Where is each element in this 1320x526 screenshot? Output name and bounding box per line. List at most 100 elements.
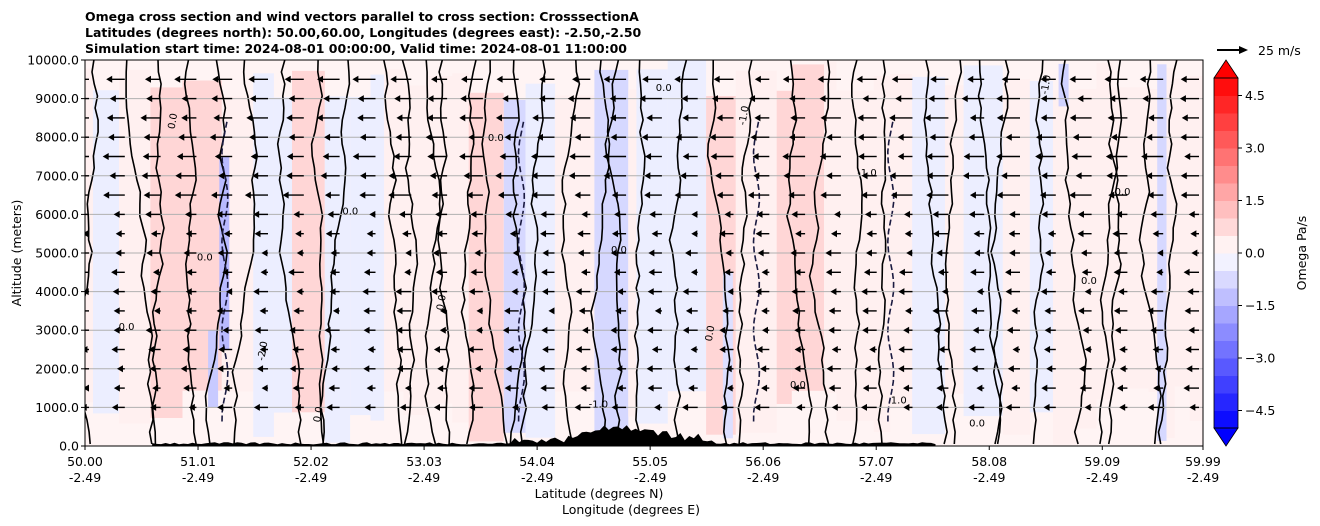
wind-vector-head <box>542 288 549 296</box>
wind-vector <box>1104 75 1128 83</box>
x-axis-ticks: 50.00-2.4951.01-2.4952.02-2.4953.03-2.49… <box>67 446 1221 485</box>
wind-vector <box>602 153 627 160</box>
wind-vector-head <box>257 365 264 373</box>
wind-vector <box>651 230 662 238</box>
wind-vector-head <box>1035 153 1042 160</box>
wind-vector <box>1180 191 1199 199</box>
wind-vector-head <box>1185 346 1192 353</box>
contour-line-17 <box>560 60 581 445</box>
wind-vector-head <box>1044 307 1051 315</box>
wind-vector-head <box>1012 346 1019 353</box>
wind-vector-head <box>1119 365 1126 373</box>
y-tick-label-7: 7000.0 <box>35 168 79 183</box>
wind-vector <box>968 403 985 411</box>
wind-vector <box>395 133 412 141</box>
wind-vector <box>530 153 555 160</box>
wind-vector-head <box>754 403 761 411</box>
wind-vector <box>826 133 841 141</box>
wind-vector-head <box>476 326 483 334</box>
wind-vector-head <box>85 346 88 353</box>
wind-vector-head <box>1105 153 1112 160</box>
wind-vector <box>615 307 627 315</box>
wind-vector <box>936 384 949 392</box>
wind-vector <box>828 326 841 334</box>
wind-vector <box>575 288 591 296</box>
wind-vector-head <box>504 384 511 392</box>
wind-vector <box>761 384 770 392</box>
contour-line-28 <box>923 60 948 445</box>
wind-vector-head <box>904 210 911 218</box>
wind-vector <box>929 133 949 141</box>
wind-vector <box>396 346 412 353</box>
wind-vector-head <box>146 249 153 257</box>
wind-vector <box>889 114 913 122</box>
wind-vector <box>1007 365 1020 373</box>
wind-vector-head <box>858 153 865 160</box>
wind-vector-head <box>1079 384 1086 392</box>
wind-vector-head <box>330 346 337 353</box>
wind-vector-head <box>540 210 547 218</box>
wind-vector <box>1119 403 1128 411</box>
wind-vector-head <box>713 75 720 83</box>
wind-vector-head <box>352 153 359 160</box>
wind-vector-head <box>254 230 261 238</box>
wind-vector-head <box>574 133 581 141</box>
wind-vector-head <box>609 114 616 122</box>
wind-vector <box>461 75 483 83</box>
wind-vector-head <box>928 95 935 103</box>
wind-vector-head <box>684 249 691 257</box>
wind-vector-head <box>828 326 835 334</box>
wind-vector <box>898 268 913 276</box>
wind-vector-head <box>176 153 183 160</box>
wind-vector-head <box>467 346 474 353</box>
wind-vector <box>323 95 340 103</box>
wind-vector-head <box>794 268 801 276</box>
wind-vector <box>511 268 519 276</box>
wind-vector <box>789 133 806 141</box>
wind-vector <box>254 230 268 238</box>
wind-vector <box>363 307 376 315</box>
wind-vector-head <box>1152 230 1159 238</box>
x-tick-lat-label-7: 57.07 <box>858 454 894 469</box>
wind-vector <box>468 133 483 141</box>
wind-vector <box>969 191 985 199</box>
wind-vector-head <box>388 172 395 180</box>
wind-vector-head <box>1044 326 1051 334</box>
wind-vector-head <box>289 326 296 334</box>
wind-vector <box>284 75 304 83</box>
wind-vector-head <box>261 249 268 257</box>
wind-vector-head <box>505 365 512 373</box>
wind-vector-head <box>790 114 797 122</box>
x-tick-lat-label-9: 59.09 <box>1084 454 1120 469</box>
wind-vector <box>439 307 448 315</box>
wind-vector <box>761 307 770 315</box>
wind-vector <box>969 114 985 122</box>
wind-vector <box>1152 346 1164 353</box>
colorbar-label: Omega Pa/s <box>1294 216 1309 291</box>
wind-vector-head <box>542 249 549 257</box>
wind-vector <box>1147 307 1164 315</box>
wind-vector <box>476 307 483 315</box>
wind-vector <box>145 326 161 334</box>
wind-vector-head <box>1116 210 1123 218</box>
colorbar-segment-1 <box>1214 393 1238 411</box>
wind-vector-head <box>325 230 332 238</box>
wind-vector-head <box>260 268 267 276</box>
wind-vector-head <box>1039 191 1046 199</box>
wind-vector <box>710 153 734 160</box>
omega-fill-band-36 <box>1029 80 1053 413</box>
wind-vector <box>282 191 304 199</box>
wind-vector <box>183 249 197 257</box>
wind-vector-head <box>578 307 585 315</box>
wind-vector <box>395 288 412 296</box>
wind-vector <box>1153 384 1164 392</box>
omega-fill-band-18 <box>525 83 556 438</box>
wind-vector <box>427 95 448 103</box>
wind-vector-head <box>727 288 734 296</box>
wind-vector <box>819 95 841 103</box>
wind-vector-head <box>476 307 483 315</box>
wind-vector-head <box>932 307 939 315</box>
contour-label-17: 0.0 <box>488 133 504 144</box>
wind-vector-head <box>685 307 692 315</box>
wind-vector <box>218 346 233 353</box>
